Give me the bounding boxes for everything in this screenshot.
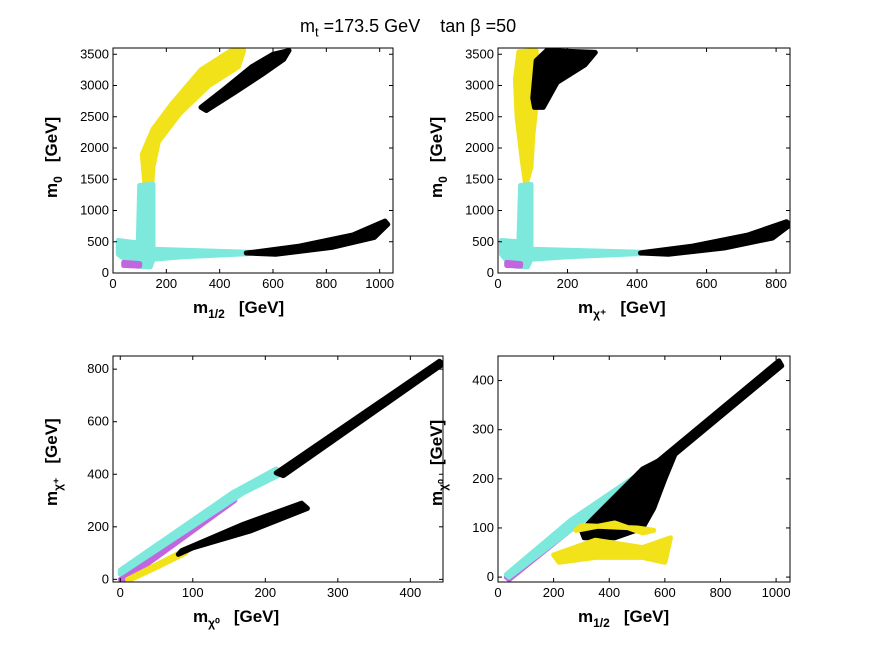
figure-title: mt =173.5 GeV tan β =50 — [300, 16, 517, 40]
region-cyan-1 — [117, 466, 286, 577]
region-yellow-0 — [139, 48, 247, 188]
y-tick-label: 1000 — [465, 203, 494, 218]
x-tick-label: 100 — [182, 585, 204, 600]
x-tick-label: 200 — [254, 585, 276, 600]
y-tick-label: 100 — [472, 520, 494, 535]
regions-tr — [499, 48, 790, 270]
regions-bl — [117, 358, 443, 582]
y-tick-label: 500 — [472, 234, 494, 249]
x-tick-label: 600 — [696, 276, 718, 291]
plot-frame — [497, 47, 791, 274]
x-axis-label: mχ⁰ [GeV] — [193, 607, 279, 630]
x-tick-label: 400 — [400, 585, 422, 600]
y-tick-label: 2000 — [465, 140, 494, 155]
x-axis-label: m1/2 [GeV] — [578, 607, 669, 630]
plot-bl: 0 100 200 300 400 0 200 400 600 800 mχ⁰ [GeV] mχ⁺[Ge… — [42, 355, 444, 630]
x-tick-label: 600 — [654, 585, 676, 600]
x-tick-label: 600 — [262, 276, 284, 291]
plot-br: 0 200 400 600 800 1000 0 100 200 300 400 m1/2 [GeV] m… — [427, 355, 791, 630]
x-tick-label: 400 — [598, 585, 620, 600]
plot-frame — [112, 47, 394, 274]
y-tick-label: 3500 — [80, 46, 109, 61]
y-axis-label: m0[GeV] — [42, 117, 65, 198]
x-tick-label: 200 — [543, 585, 565, 600]
region-magenta-4 — [504, 259, 524, 269]
x-tick-label: 800 — [765, 276, 787, 291]
plot-frame — [112, 355, 444, 583]
y-tick-label: 400 — [472, 373, 494, 388]
plot-tr: 0 200 400 600 800 0 500 1000 1500 2000 2500 3000 350… — [427, 46, 791, 321]
x-tick-label: 0 — [109, 276, 116, 291]
y-tick-label: 0 — [102, 571, 109, 586]
y-tick-label: 0 — [487, 265, 494, 280]
region-black-3 — [638, 219, 790, 257]
y-tick-label: 800 — [87, 361, 109, 376]
x-tick-label: 0 — [494, 585, 501, 600]
y-tick-label: 3000 — [465, 78, 494, 93]
x-tick-label: 800 — [710, 585, 732, 600]
x-tick-label: 800 — [315, 276, 337, 291]
region-magenta-4 — [121, 259, 143, 269]
x-tick-label: 400 — [209, 276, 231, 291]
region-black-2 — [273, 358, 443, 479]
y-axis-label: mχ⁰[GeV] — [427, 420, 450, 506]
x-tick-label: 0 — [117, 585, 124, 600]
y-tick-label: 3000 — [80, 78, 109, 93]
y-tick-label: 1500 — [80, 171, 109, 186]
y-tick-label: 2500 — [465, 109, 494, 124]
region-yellow-5 — [573, 520, 657, 536]
regions-tl — [115, 48, 391, 270]
y-tick-label: 200 — [87, 519, 109, 534]
y-tick-label: 1500 — [465, 171, 494, 186]
regions-br — [503, 358, 785, 582]
x-tick-label: 1000 — [365, 276, 394, 291]
y-axis-label: mχ⁺[GeV] — [42, 418, 65, 506]
region-black-1 — [530, 48, 598, 110]
region-black-3 — [243, 218, 391, 257]
x-tick-label: 300 — [327, 585, 349, 600]
region-black-3 — [640, 358, 785, 482]
y-tick-label: 300 — [472, 422, 494, 437]
y-tick-label: 3500 — [465, 46, 494, 61]
y-tick-label: 0 — [102, 265, 109, 280]
x-axis-label: m1/2 [GeV] — [193, 298, 284, 321]
x-tick-label: 1000 — [762, 585, 791, 600]
y-tick-label: 1000 — [80, 203, 109, 218]
y-axis-label: m0[GeV] — [427, 117, 450, 198]
x-tick-label: 200 — [155, 276, 177, 291]
x-tick-label: 200 — [557, 276, 579, 291]
region-black-1 — [198, 48, 292, 113]
y-tick-label: 2000 — [80, 140, 109, 155]
region-black-4 — [175, 500, 310, 557]
y-tick-label: 400 — [87, 466, 109, 481]
plot-frame — [497, 355, 791, 583]
y-tick-label: 600 — [87, 414, 109, 429]
y-tick-label: 2500 — [80, 109, 109, 124]
y-tick-label: 0 — [487, 569, 494, 584]
plot-tl: 0 200 400 600 800 1000 0 500 1000 1500 2000 2500 300… — [42, 46, 394, 321]
y-tick-label: 500 — [87, 234, 109, 249]
region-cyan-2 — [499, 181, 647, 270]
y-tick-label: 200 — [472, 471, 494, 486]
region-cyan-2 — [115, 181, 255, 270]
region-yellow-4 — [551, 535, 673, 565]
x-tick-label: 400 — [626, 276, 648, 291]
x-axis-label: mχ⁺ [GeV] — [578, 298, 666, 321]
x-tick-label: 0 — [494, 276, 501, 291]
